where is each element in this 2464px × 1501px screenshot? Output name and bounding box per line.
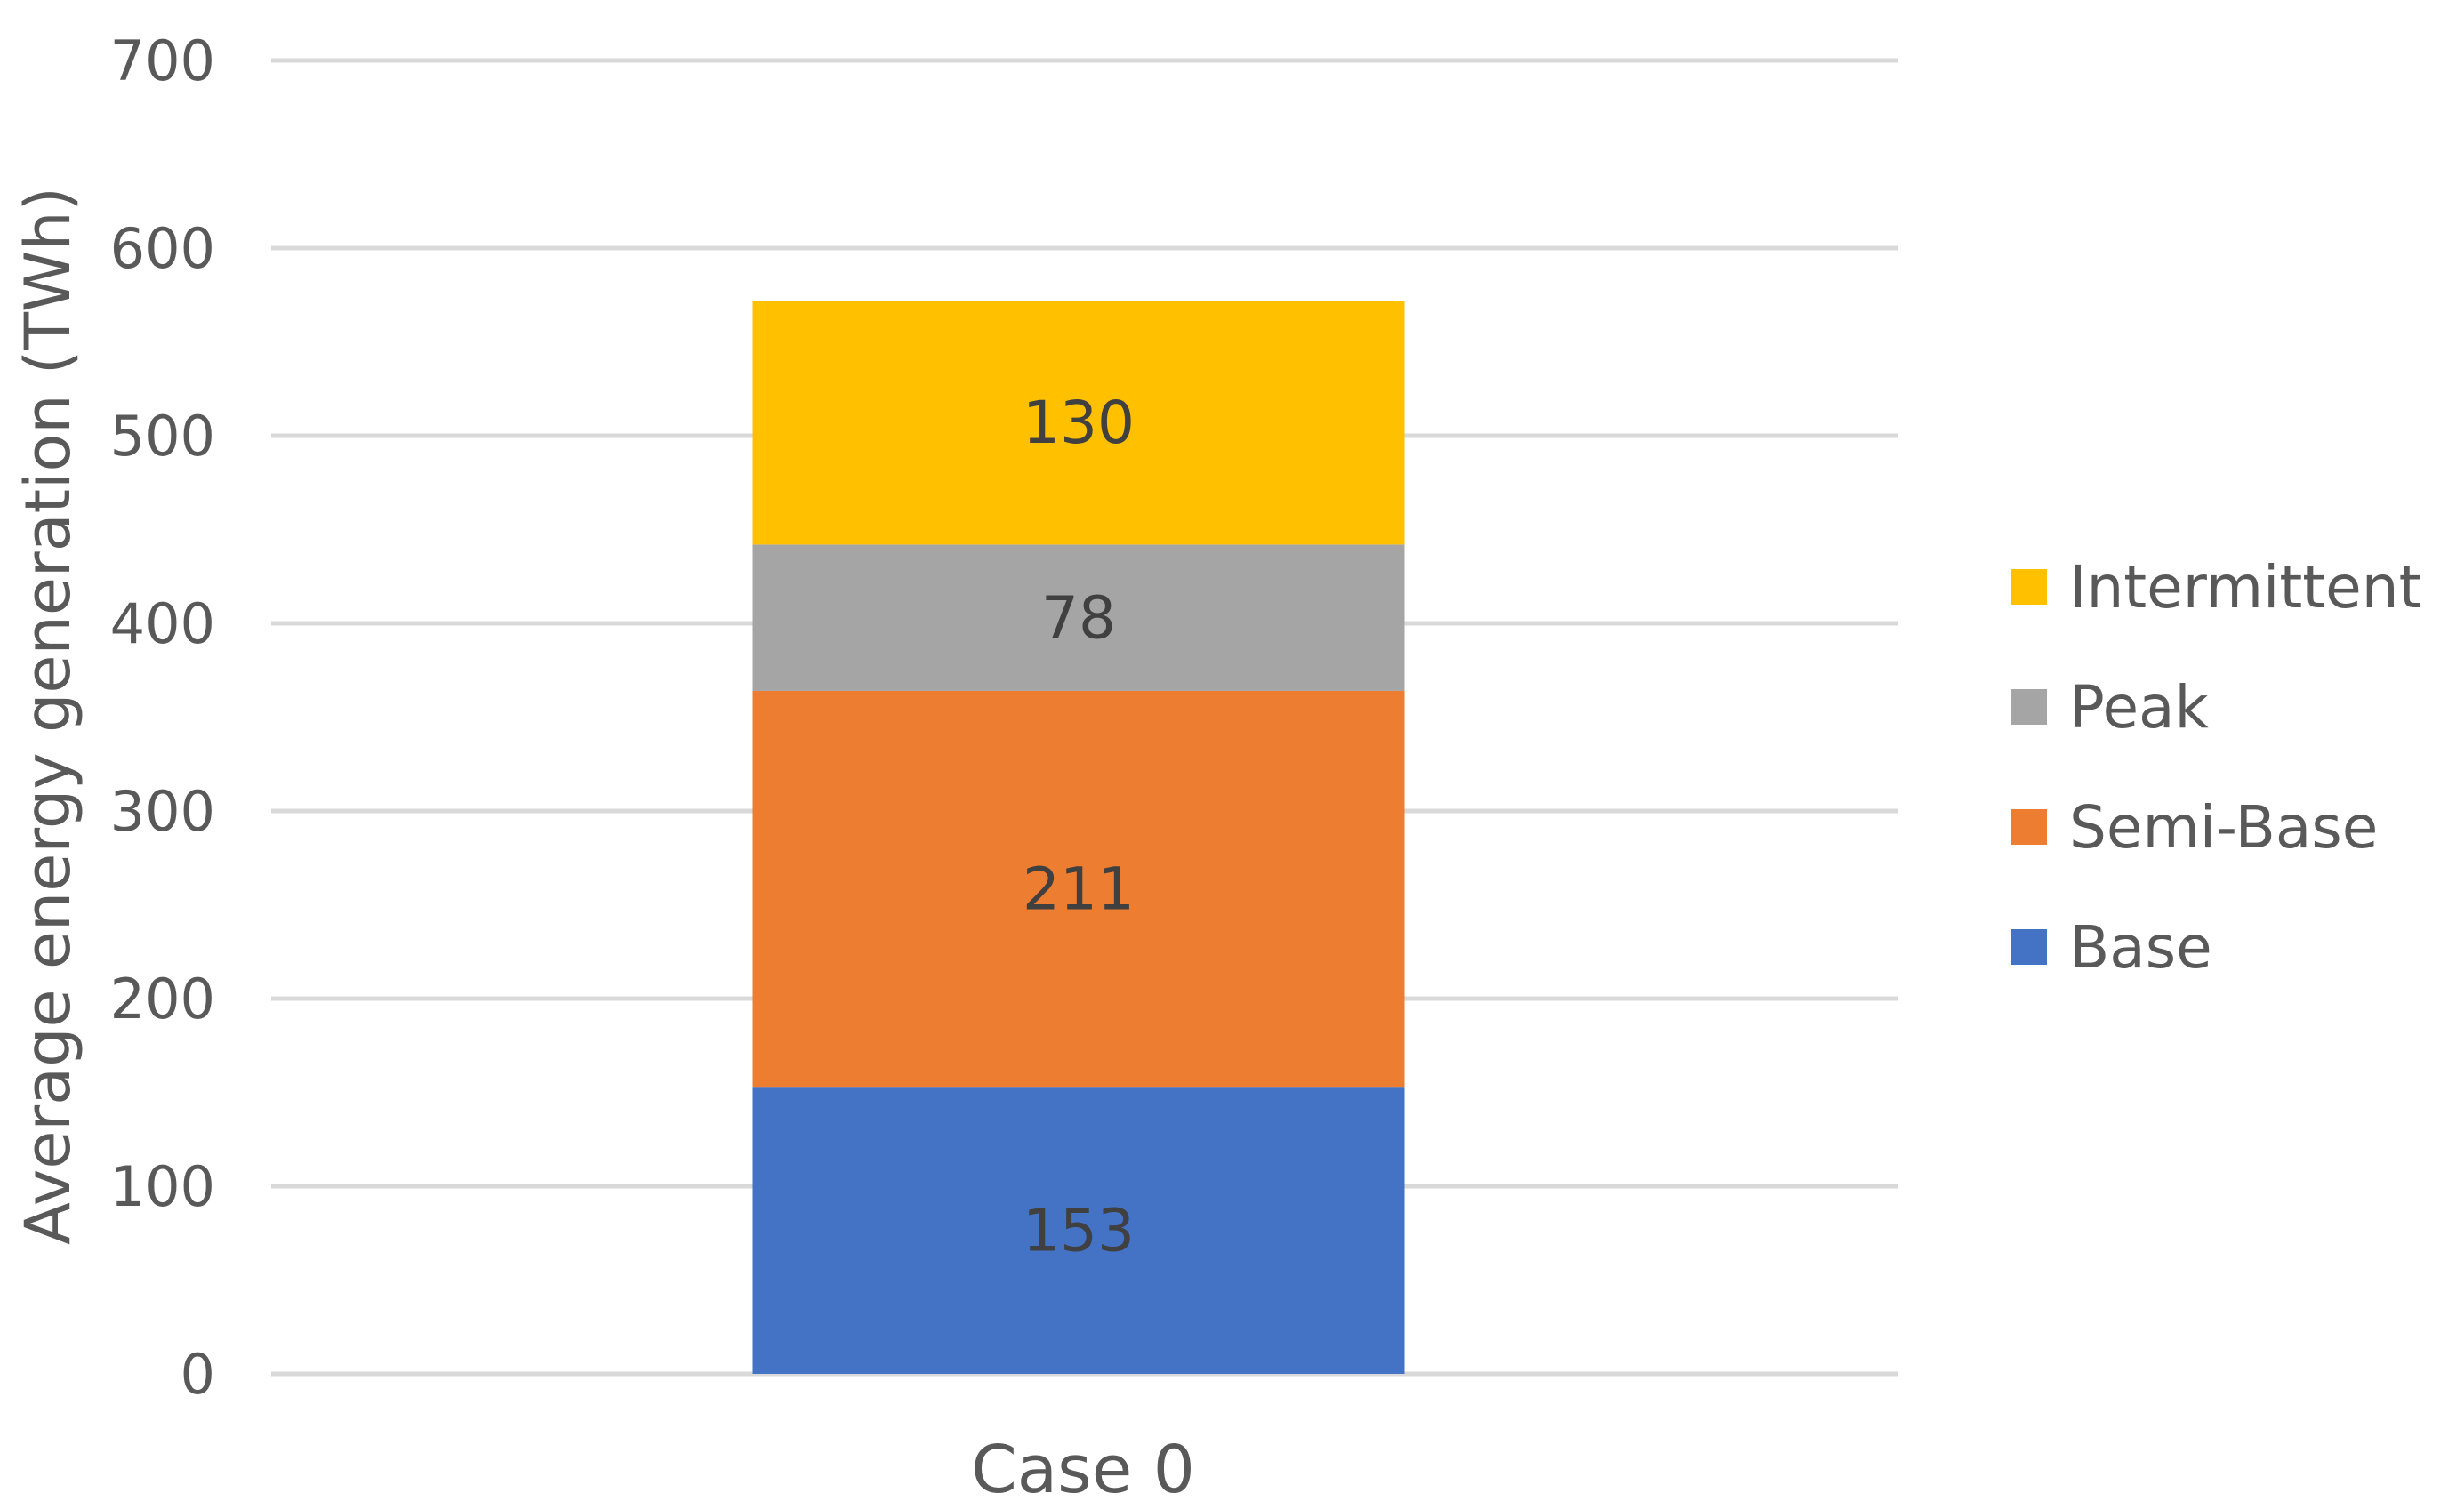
- legend: Intermittent Peak Semi-Base Base: [2011, 553, 2421, 982]
- y-tick-label: 400: [110, 591, 215, 656]
- x-axis-categories: Case 0: [971, 1432, 1195, 1501]
- bar-segment-semi-base: [752, 690, 1405, 1088]
- y-tick-label: 200: [110, 967, 215, 1031]
- y-tick-label: 700: [110, 28, 215, 93]
- y-axis-title: Average energy generation (TWh): [12, 187, 84, 1245]
- bar-segment-intermittent: [752, 301, 1405, 545]
- y-tick-label: 100: [110, 1154, 215, 1219]
- legend-label-peak: Peak: [2069, 673, 2209, 742]
- y-tick-label: 600: [110, 216, 215, 281]
- bars: [752, 301, 1405, 1374]
- y-axis-ticks: 0 100 200 300 400 500 600 700: [110, 28, 215, 1407]
- bar-segment-peak: [752, 544, 1405, 691]
- legend-label-intermittent: Intermittent: [2069, 553, 2421, 622]
- legend-swatch-peak: [2011, 689, 2047, 725]
- data-labels: 153 211 78 130: [1023, 389, 1135, 1264]
- data-label-base: 153: [1023, 1197, 1135, 1265]
- legend-swatch-intermittent: [2011, 569, 2047, 605]
- legend-swatch-semi-base: [2011, 809, 2047, 845]
- bar-segment-base: [752, 1087, 1405, 1374]
- data-label-peak: 78: [1041, 584, 1116, 653]
- data-label-intermittent: 130: [1023, 389, 1135, 457]
- y-tick-label: 500: [110, 404, 215, 469]
- legend-label-base: Base: [2069, 913, 2212, 982]
- y-tick-label: 0: [181, 1342, 215, 1407]
- y-tick-label: 300: [110, 779, 215, 844]
- x-category-label: Case 0: [971, 1432, 1195, 1501]
- data-label-semi-base: 211: [1023, 855, 1135, 924]
- legend-swatch-base: [2011, 929, 2047, 965]
- legend-label-semi-base: Semi-Base: [2069, 793, 2378, 862]
